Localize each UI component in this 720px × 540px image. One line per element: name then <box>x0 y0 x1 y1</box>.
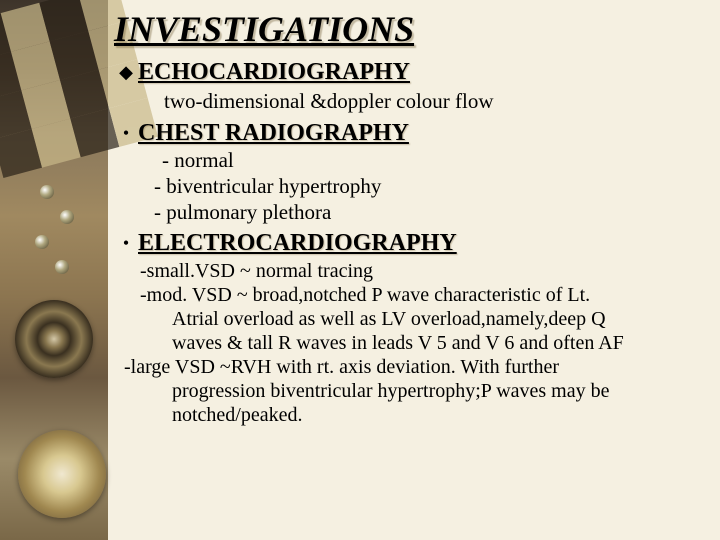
compass-decor <box>18 430 106 518</box>
bead-decor <box>40 185 54 199</box>
bead-decor <box>60 210 74 224</box>
diamond-bullet-icon: ◆ <box>114 58 138 86</box>
section-line: two-dimensional &doppler colour flow <box>164 88 714 115</box>
section-heading: ELECTROCARDIOGRAPHY <box>138 229 457 257</box>
disc-bullet-icon: • <box>114 229 138 257</box>
bead-decor <box>55 260 69 274</box>
section-line: Atrial overload as well as LV overload,n… <box>172 307 714 331</box>
section-heading: CHEST RADIOGRAPHY <box>138 119 409 147</box>
slide-title: INVESTIGATIONS <box>114 8 714 50</box>
section-line: waves & tall R waves in leads V 5 and V … <box>172 331 714 355</box>
slide-content: INVESTIGATIONS ◆ ECHOCARDIOGRAPHY two-di… <box>114 8 714 427</box>
medal-decor <box>15 300 93 378</box>
section-line: -large VSD ~RVH with rt. axis deviation.… <box>124 355 714 379</box>
section-line: -small.VSD ~ normal tracing <box>140 259 714 283</box>
section-line: notched/peaked. <box>172 403 714 427</box>
section-ecg: • ELECTROCARDIOGRAPHY <box>114 229 714 257</box>
bead-decor <box>35 235 49 249</box>
section-line: - pulmonary plethora <box>154 199 714 225</box>
section-chest: • CHEST RADIOGRAPHY <box>114 119 714 147</box>
section-heading: ECHOCARDIOGRAPHY <box>138 58 410 86</box>
disc-bullet-icon: • <box>114 119 138 147</box>
section-line: - biventricular hypertrophy <box>154 173 714 199</box>
section-echo: ◆ ECHOCARDIOGRAPHY <box>114 58 714 86</box>
decorative-sidebar <box>0 0 108 540</box>
section-line: - normal <box>162 147 714 173</box>
section-line: progression biventricular hypertrophy;P … <box>172 379 714 403</box>
ecg-body: -small.VSD ~ normal tracing -mod. VSD ~ … <box>134 259 714 427</box>
section-line: -mod. VSD ~ broad,notched P wave charact… <box>140 283 714 307</box>
